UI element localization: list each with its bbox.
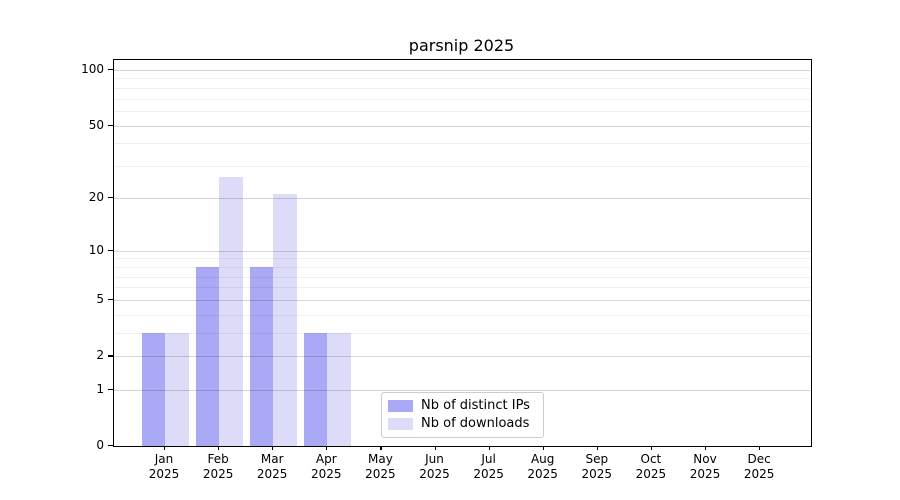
legend-label: Nb of distinct IPs: [421, 398, 530, 413]
y-tick-label: 1: [96, 381, 104, 396]
x-tick-mark: [434, 446, 436, 450]
bar-distinct-ips-mar: [249, 266, 274, 446]
x-tick-mark: [596, 446, 598, 450]
legend-swatch-distinct-ips: [388, 400, 413, 412]
x-tick-mark: [164, 446, 166, 450]
bar-downloads-mar: [273, 194, 297, 446]
gridline-minor: [114, 333, 811, 335]
gridline-minor: [114, 314, 811, 316]
gridline-minor: [114, 266, 811, 268]
x-tick-mark: [272, 446, 274, 450]
x-tick-label: Feb 2025: [202, 452, 234, 481]
y-tick-mark: [108, 196, 113, 199]
gridline-major: [114, 197, 811, 199]
x-tick-mark: [488, 446, 490, 450]
x-tick-mark: [380, 446, 382, 450]
gridline-minor: [114, 258, 811, 260]
gridline-minor: [114, 98, 811, 100]
gridline-minor: [114, 143, 811, 145]
x-tick-mark: [542, 446, 544, 450]
legend-item: Nb of distinct IPs: [388, 399, 535, 413]
x-tick-label: Dec 2025: [743, 452, 775, 481]
gridline-minor: [114, 276, 811, 278]
chart-title: parsnip 2025: [408, 36, 515, 55]
y-tick-label: 100: [81, 61, 104, 76]
legend: Nb of distinct IPs Nb of downloads: [381, 392, 544, 438]
y-tick-label: 10: [88, 242, 104, 257]
y-tick-label: 5: [96, 291, 104, 306]
legend-swatch-downloads: [388, 418, 413, 430]
bar-downloads-apr: [327, 333, 351, 446]
x-tick-label: Jun 2025: [419, 452, 450, 481]
gridline-minor: [114, 287, 811, 289]
x-tick-mark: [326, 446, 328, 450]
y-tick-mark: [108, 388, 113, 390]
gridline-major: [114, 250, 811, 252]
y-tick-mark: [108, 445, 113, 447]
y-tick-mark: [108, 355, 113, 357]
bar-downloads-jan: [165, 333, 189, 446]
y-tick-mark: [108, 124, 113, 126]
x-tick-label: Sep 2025: [581, 452, 613, 481]
gridline-major: [114, 125, 811, 127]
bar-distinct-ips-jan: [141, 333, 165, 446]
gridline-major: [114, 299, 811, 301]
gridline-minor: [114, 78, 811, 80]
plot-area: [113, 59, 812, 447]
x-tick-label: Jul 2025: [473, 452, 504, 481]
bar-distinct-ips-feb: [195, 266, 220, 446]
x-tick-mark: [218, 446, 220, 450]
bar-distinct-ips-apr: [303, 333, 328, 446]
x-tick-mark: [759, 446, 761, 450]
x-tick-label: Nov 2025: [689, 452, 721, 481]
y-tick-mark: [108, 249, 113, 251]
x-tick-label: Mar 2025: [256, 452, 288, 481]
x-tick-mark: [705, 446, 707, 450]
y-tick-mark: [108, 68, 113, 71]
x-tick-label: Apr 2025: [311, 452, 342, 481]
legend-item: Nb of downloads: [388, 417, 535, 431]
x-tick-label: Jan 2025: [148, 452, 180, 481]
gridline-major: [114, 389, 811, 391]
x-tick-mark: [650, 446, 653, 450]
gridline-major: [114, 356, 811, 358]
y-tick-label: 20: [88, 189, 104, 204]
y-tick-label: 2: [96, 348, 104, 363]
x-tick-label: Aug 2025: [527, 452, 558, 481]
y-tick-mark: [108, 298, 113, 301]
x-tick-label: Oct 2025: [635, 452, 667, 481]
gridline-minor: [114, 110, 811, 112]
gridline-major: [114, 69, 811, 71]
gridline-minor: [114, 87, 811, 89]
gridline-minor: [114, 166, 811, 168]
y-tick-label: 50: [88, 117, 104, 132]
bar-downloads-feb: [219, 177, 243, 446]
y-tick-label: 0: [96, 438, 104, 452]
x-tick-label: May 2025: [365, 452, 396, 481]
legend-label: Nb of downloads: [421, 416, 530, 431]
